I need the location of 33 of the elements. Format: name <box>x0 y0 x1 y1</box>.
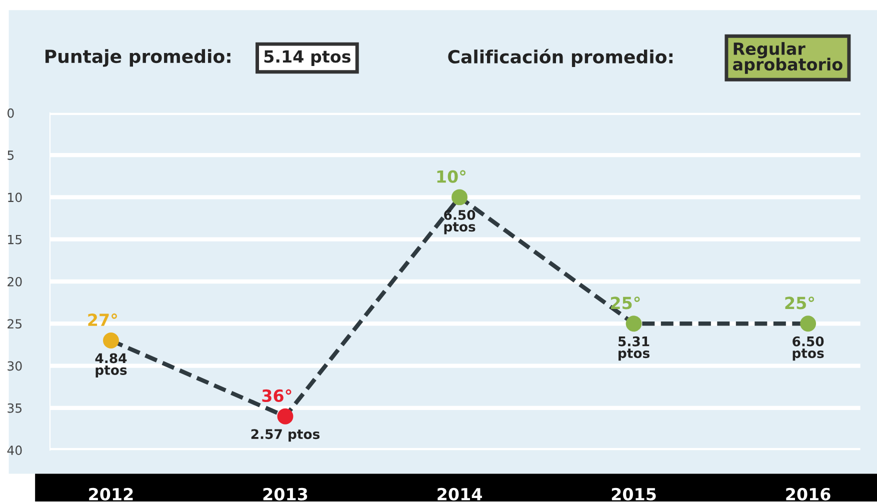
data-label: 36° <box>262 389 292 402</box>
y-tick-label: 0 <box>8 108 14 118</box>
annotation: 6.50 ptos <box>444 210 476 234</box>
x-tick-label: 2014 <box>438 488 482 500</box>
y-tick-label: 20 <box>8 276 22 286</box>
y-tick-label: 10 <box>8 192 22 202</box>
y-tick-label: 25 <box>8 319 22 329</box>
annotation: 6.50 ptos <box>792 336 824 361</box>
text: Puntaje promedio: <box>46 49 230 67</box>
y-tick-label: 30 <box>8 361 22 371</box>
annotation: 2.57 ptos <box>251 429 320 442</box>
point <box>452 189 468 206</box>
data-label: 25° <box>785 296 814 310</box>
text: Calificación promedio: <box>448 48 672 68</box>
data-label: 27° <box>88 313 117 326</box>
x-tick-label: 2013 <box>263 488 308 500</box>
y-tick-label: 15 <box>8 234 22 244</box>
x-tick-label: 2012 <box>89 488 133 500</box>
x-tick-label: 2016 <box>786 488 830 500</box>
point <box>103 332 119 348</box>
text: 5.14 ptos <box>264 50 350 66</box>
data-label: 10° <box>437 170 466 183</box>
x-tick-label: 2015 <box>612 488 656 500</box>
annotation: 4.84 ptos <box>95 353 127 378</box>
text: Regular aprobatorio <box>733 42 842 74</box>
point <box>277 408 294 424</box>
y-tick-label: 40 <box>7 446 22 455</box>
y-tick-label: 35 <box>8 403 22 413</box>
annotation: 5.31 ptos <box>618 336 650 361</box>
y-tick-label: 5 <box>8 150 14 160</box>
data-label: 25° <box>611 296 640 310</box>
point <box>626 316 642 332</box>
point <box>800 316 816 332</box>
